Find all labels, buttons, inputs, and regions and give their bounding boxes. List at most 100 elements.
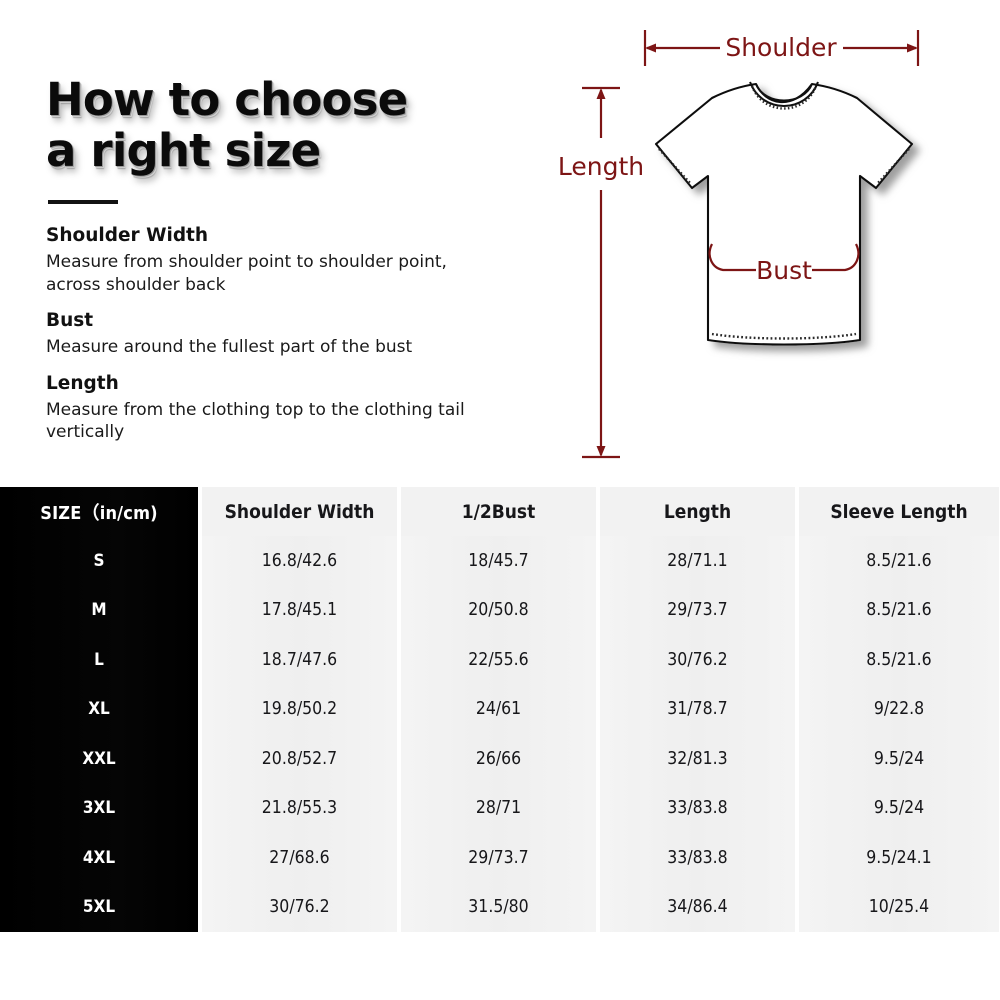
column-divider (198, 487, 202, 536)
length-label: Length (560, 152, 644, 181)
column-divider (198, 833, 202, 883)
bust-dimension-arrow (708, 243, 860, 272)
bust-label: Bust (756, 256, 812, 285)
column-divider (397, 536, 401, 586)
table-row: 4XL 27/68.6 29/73.7 33/83.8 9.5/24.1 (0, 833, 1000, 883)
definition-term: Shoulder Width (46, 225, 209, 246)
column-header-0: SIZE（in/cm) (0, 487, 198, 536)
measurement-cell: 8.5/21.6 (799, 536, 999, 586)
page-title: How to choose a right size (46, 73, 408, 177)
table-row: XL 19.8/50.2 24/61 31/78.7 9/22.8 (0, 684, 1000, 734)
size-label-cell: L (0, 635, 198, 685)
column-divider (795, 536, 799, 586)
column-header-1: Shoulder Width (202, 487, 397, 536)
measurement-definitions: Shoulder Width Measure from shoulder poi… (46, 224, 516, 457)
column-divider (198, 783, 202, 833)
measurement-cell: 34/86.4 (600, 882, 795, 932)
column-divider (397, 487, 401, 536)
size-label-cell: XL (0, 684, 198, 734)
table-row: XXL 20.8/52.7 26/66 32/81.3 9.5/24 (0, 734, 1000, 784)
top-info-section: How to choose a right size Shoulder Widt… (0, 0, 1000, 487)
measurement-cell: 18.7/47.6 (202, 635, 397, 685)
column-divider (596, 635, 600, 685)
table-row: S 16.8/42.6 18/45.7 28/71.1 8.5/21.6 (0, 536, 1000, 586)
shoulder-dimension-arrow (643, 30, 920, 66)
table-row: M 17.8/45.1 20/50.8 29/73.7 8.5/21.6 (0, 585, 1000, 635)
column-header-2: 1/2Bust (401, 487, 596, 536)
column-divider (795, 783, 799, 833)
column-header-4: Sleeve Length (799, 487, 999, 536)
column-divider (596, 585, 600, 635)
measurement-cell: 28/71 (401, 783, 596, 833)
shoulder-label: Shoulder (725, 33, 837, 62)
definition-term: Bust (46, 310, 94, 331)
measurement-cell: 9.5/24 (799, 734, 999, 784)
column-divider (397, 882, 401, 932)
column-divider (397, 783, 401, 833)
definition-description: Measure from the clothing top to the clo… (46, 399, 465, 443)
definition-description: Measure from shoulder point to shoulder … (46, 252, 447, 295)
measurement-cell: 27/68.6 (202, 833, 397, 883)
column-header-3: Length (600, 487, 795, 536)
measurement-cell: 20.8/52.7 (202, 734, 397, 784)
measurement-cell: 31.5/80 (401, 882, 596, 932)
column-divider (198, 734, 202, 784)
column-divider (795, 635, 799, 685)
column-divider (596, 684, 600, 734)
title-divider (48, 200, 118, 204)
definition-description: Measure around the fullest part of the b… (46, 337, 413, 357)
measurement-cell: 8.5/21.6 (799, 585, 999, 635)
definition-term: Length (46, 372, 119, 394)
measurement-cell: 26/66 (401, 734, 596, 784)
measurement-cell: 10/25.4 (799, 882, 999, 932)
column-divider (596, 783, 600, 833)
measurement-cell: 31/78.7 (600, 684, 795, 734)
definition-bust: Bust Measure around the fullest part of … (46, 309, 516, 359)
measurement-cell: 18/45.7 (401, 536, 596, 586)
column-divider (198, 635, 202, 685)
instructions-panel: How to choose a right size (46, 74, 546, 176)
measurement-cell: 21.8/55.3 (202, 783, 397, 833)
tshirt-measurement-diagram: Shoulder Length Bust (560, 20, 980, 480)
column-divider (397, 635, 401, 685)
tshirt-outline (654, 82, 914, 346)
size-label-cell: S (0, 536, 198, 586)
measurement-cell: 28/71.1 (600, 536, 795, 586)
table-body: SIZE（in/cm) Shoulder Width 1/2Bust Length Sl… (0, 487, 1000, 932)
measurement-cell: 30/76.2 (600, 635, 795, 685)
measurement-cell: 20/50.8 (401, 585, 596, 635)
size-label-cell: M (0, 585, 198, 635)
size-label-cell: 5XL (0, 882, 198, 932)
table-row: 3XL 21.8/55.3 28/71 33/83.8 9.5/24 (0, 783, 1000, 833)
table-row: L 18.7/47.6 22/55.6 30/76.2 8.5/21.6 (0, 635, 1000, 685)
measurement-cell: 29/73.7 (401, 833, 596, 883)
size-label-cell: XXL (0, 734, 198, 784)
measurement-cell: 8.5/21.6 (799, 635, 999, 685)
measurement-cell: 19.8/50.2 (202, 684, 397, 734)
column-divider (198, 536, 202, 586)
column-divider (795, 684, 799, 734)
column-divider (198, 585, 202, 635)
length-dimension-arrow (582, 86, 620, 459)
measurement-cell: 32/81.3 (600, 734, 795, 784)
column-divider (397, 734, 401, 784)
size-chart-table: SIZE（in/cm) Shoulder Width 1/2Bust Length Sl… (0, 487, 1000, 963)
definition-shoulder-width: Shoulder Width Measure from shoulder poi… (46, 224, 516, 296)
table-row: 5XL 30/76.2 31.5/80 34/86.4 10/25.4 (0, 882, 1000, 932)
measurement-cell: 29/73.7 (600, 585, 795, 635)
column-divider (198, 882, 202, 932)
measurement-cell: 9.5/24.1 (799, 833, 999, 883)
definition-length: Length Measure from the clothing top to … (46, 372, 516, 444)
measurement-cell: 24/61 (401, 684, 596, 734)
measurement-cell: 22/55.6 (401, 635, 596, 685)
measurement-cell: 16.8/42.6 (202, 536, 397, 586)
size-label-cell: 3XL (0, 783, 198, 833)
column-divider (795, 585, 799, 635)
measurement-cell: 30/76.2 (202, 882, 397, 932)
column-divider (397, 833, 401, 883)
column-divider (596, 536, 600, 586)
column-divider (596, 882, 600, 932)
measurement-cell: 33/83.8 (600, 783, 795, 833)
column-divider (795, 882, 799, 932)
